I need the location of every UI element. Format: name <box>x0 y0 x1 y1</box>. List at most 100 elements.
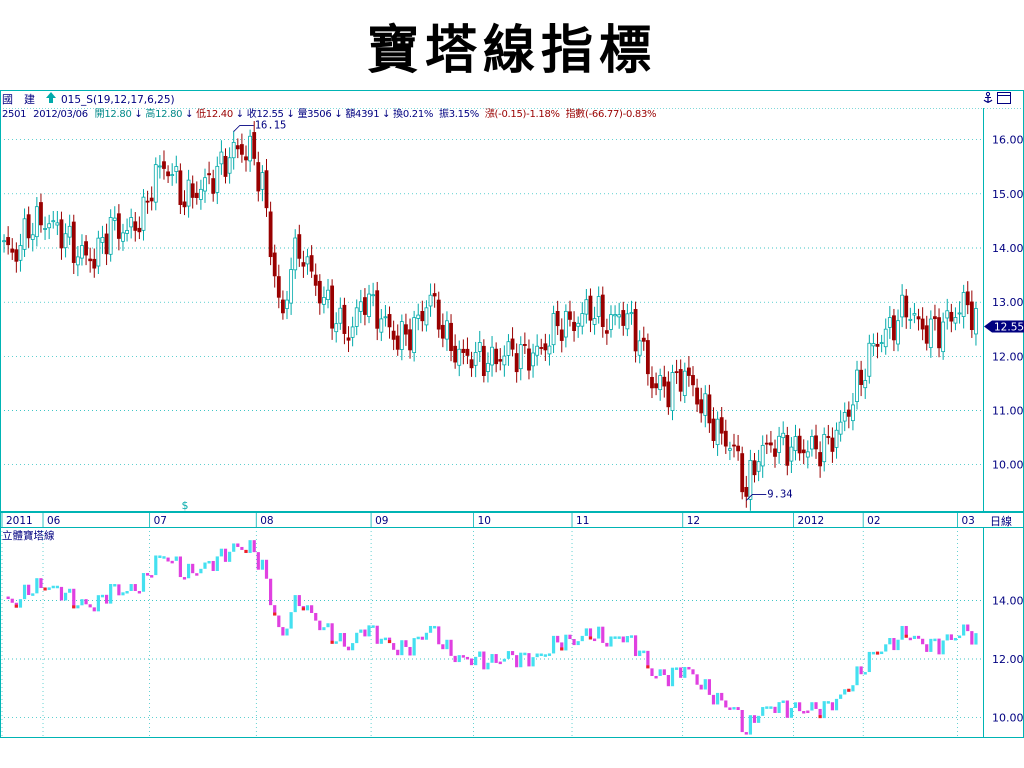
pagoda-bar <box>670 667 675 687</box>
pagoda-bar <box>851 685 855 692</box>
price-tick-label: 12.00 <box>992 350 1024 363</box>
pagoda-bar <box>207 560 211 564</box>
pagoda-bar <box>839 694 843 699</box>
pagoda-bar <box>674 667 679 670</box>
candle <box>281 290 285 320</box>
pagoda-bar <box>248 540 252 553</box>
candle <box>346 326 351 353</box>
candle <box>39 193 43 233</box>
pagoda-bar <box>937 638 941 655</box>
candle <box>428 283 433 317</box>
candle <box>756 449 761 482</box>
pagoda-bar <box>285 628 289 636</box>
low-price: 低12.40 <box>196 107 233 120</box>
price-tick-label: 16.00 <box>992 134 1024 147</box>
anchor-icon[interactable] <box>983 91 993 103</box>
candle <box>662 365 667 398</box>
price-annotation: 16.15 <box>233 120 286 132</box>
pagoda-bar <box>830 702 835 711</box>
pagoda-bar <box>880 651 884 655</box>
pagoda-bar <box>371 625 375 628</box>
candle <box>748 449 753 511</box>
candle <box>473 341 478 378</box>
candle <box>289 257 294 315</box>
candle <box>674 359 679 384</box>
candle <box>358 289 363 324</box>
current-price-label: 12.55 <box>994 322 1024 334</box>
x-axis-label: 03 <box>961 515 974 527</box>
pagoda-bar <box>322 627 326 631</box>
candle <box>887 306 892 339</box>
pagoda-bar <box>539 653 543 657</box>
candle <box>264 159 269 217</box>
candle <box>153 157 158 211</box>
candle <box>244 145 248 172</box>
pagoda-bar <box>875 651 880 655</box>
candle <box>301 250 306 278</box>
candle <box>785 426 790 476</box>
pagoda-bar <box>170 560 174 564</box>
candle <box>965 281 970 315</box>
candle <box>276 264 281 309</box>
candle <box>613 305 617 326</box>
pagoda-bar <box>502 658 506 662</box>
candle <box>342 297 347 345</box>
candle <box>625 303 630 337</box>
pagoda-bar <box>629 635 634 638</box>
pagoda-bar <box>478 651 482 657</box>
pagoda-bar <box>519 652 523 668</box>
candle <box>535 334 540 366</box>
pagoda-bar <box>802 711 806 714</box>
pagoda-bar <box>728 707 732 710</box>
pagoda-bar <box>789 707 794 718</box>
indicator-label: 015_S(19,12,17,6,25) <box>61 94 175 106</box>
candle <box>170 163 175 186</box>
price-tick-label: 13.00 <box>992 296 1024 309</box>
pagoda-bar <box>305 605 310 611</box>
candle <box>322 286 326 314</box>
candle <box>137 216 142 240</box>
pagoda-bar <box>465 656 470 660</box>
window-icon[interactable] <box>997 92 1011 104</box>
candle <box>810 429 814 457</box>
candle <box>875 332 880 359</box>
candle <box>116 204 121 251</box>
candle <box>928 310 933 358</box>
pagoda-bar <box>556 635 560 643</box>
candle <box>317 274 322 315</box>
open-price: 開12.80 <box>95 108 132 120</box>
candle <box>900 284 905 328</box>
pagoda-bar <box>962 624 966 636</box>
pagoda-bar <box>592 638 597 642</box>
pagoda-bar <box>921 638 925 645</box>
pagoda-bar <box>27 584 31 596</box>
pagoda-bar <box>834 698 839 711</box>
candle <box>773 439 777 468</box>
candle <box>559 318 564 353</box>
pagoda-bar <box>351 643 355 651</box>
pagoda-bar <box>408 646 412 656</box>
pagoda-bar <box>871 651 876 655</box>
pagoda-bar <box>80 599 84 606</box>
candle <box>896 309 900 352</box>
pagoda-bar <box>666 675 670 687</box>
candle <box>498 348 503 371</box>
pagoda-bar <box>240 546 244 550</box>
pagoda-bar <box>761 707 765 716</box>
candle <box>34 197 39 247</box>
x-axis-label: 2011 <box>6 515 33 527</box>
candle <box>75 245 80 277</box>
candle <box>941 312 946 360</box>
pagoda-bar <box>572 639 576 646</box>
candle <box>330 279 335 340</box>
candle <box>96 230 101 275</box>
pagoda-bar <box>346 646 351 651</box>
period-label[interactable]: 日線 <box>990 514 1012 528</box>
candle <box>793 424 798 461</box>
candle <box>974 301 978 346</box>
pagoda-bar <box>621 636 625 643</box>
pagoda-bar <box>551 635 556 654</box>
x-axis-label: 12 <box>687 515 700 527</box>
candle <box>256 151 261 202</box>
pagoda-bar <box>428 625 433 633</box>
